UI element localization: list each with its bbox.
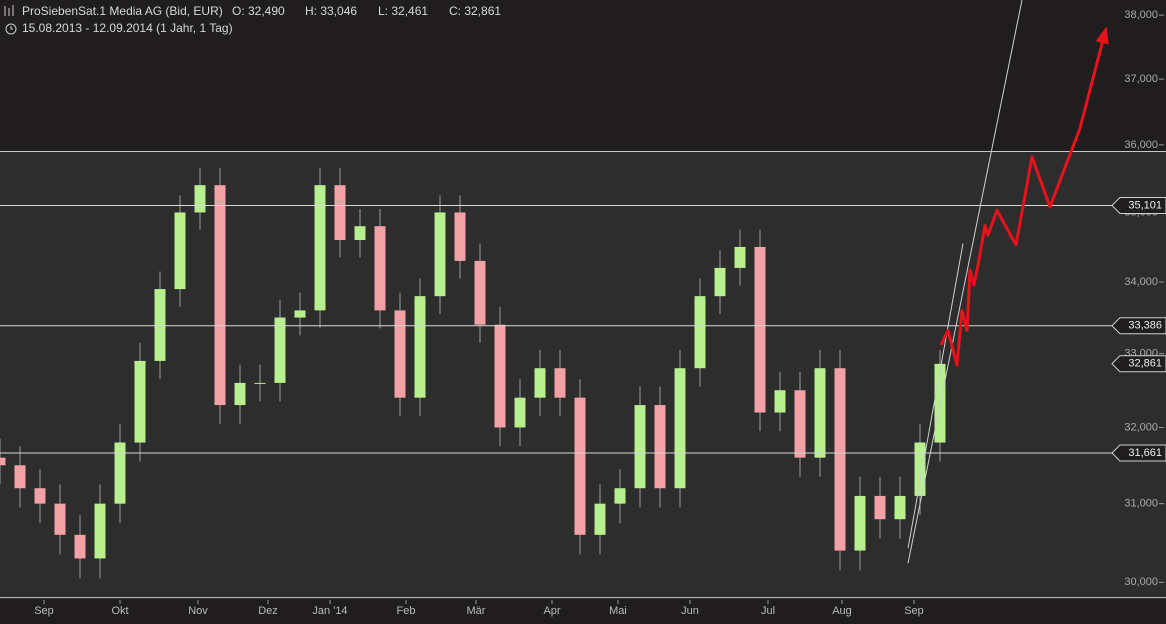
candle-body	[614, 488, 626, 504]
candle-body	[414, 296, 426, 398]
candle-body	[294, 310, 306, 318]
x-tick-label: Jan '14	[312, 605, 347, 617]
candle-body	[814, 368, 826, 458]
candle-body	[534, 368, 546, 398]
last-price-label: 32,861	[1128, 358, 1162, 370]
x-tick-label: Sep	[34, 605, 54, 617]
candle-body	[694, 296, 706, 369]
forecast-arrowhead	[1095, 26, 1109, 45]
candle-body	[914, 442, 926, 496]
candle-body	[894, 495, 906, 520]
candle-body	[174, 212, 186, 290]
y-tick-label: 37,000	[1124, 73, 1158, 85]
x-tick-label: Okt	[111, 605, 128, 617]
candle-body	[834, 368, 846, 551]
level-label: 35,101	[1128, 199, 1162, 211]
candle-body	[0, 457, 6, 466]
level-box	[1111, 444, 1166, 462]
candle-body	[274, 317, 286, 383]
chart-subtitle: 15.08.2013 - 12.09.2014 (1 Jahr, 1 Tag)	[22, 21, 233, 35]
candle-body	[34, 488, 46, 504]
candle-body	[474, 260, 486, 325]
candle-body	[674, 368, 686, 489]
clock-hand	[10, 26, 13, 30]
chart-title: ProSiebenSat.1 Media AG (Bid, EUR)	[22, 4, 223, 18]
x-tick-label: Mär	[467, 605, 486, 617]
candle-body	[714, 267, 726, 297]
channel-line	[907, 0, 1023, 564]
candle-body	[154, 289, 166, 361]
candle-body	[314, 185, 326, 311]
candle-body	[634, 405, 646, 489]
candle-body	[114, 442, 126, 504]
y-tick-label: 34,000	[1124, 276, 1158, 288]
candle-body	[94, 503, 106, 559]
candle-body	[554, 368, 566, 398]
candle-body	[214, 185, 226, 406]
x-tick-label: Jun	[681, 605, 699, 617]
quote-open: O: 32,490	[232, 4, 285, 18]
quote-high: H: 33,046	[305, 4, 357, 18]
candle-body	[854, 495, 866, 551]
candle-body	[494, 324, 506, 428]
level-box	[1111, 317, 1166, 335]
candle-body	[254, 382, 266, 384]
candle-body	[134, 360, 146, 443]
candle-body	[234, 382, 246, 406]
candle-body	[434, 212, 446, 297]
y-tick-label: 36,000	[1124, 139, 1158, 151]
x-tick-label: Dez	[258, 605, 278, 617]
candle-body	[514, 397, 526, 428]
x-tick-label: Sep	[904, 605, 924, 617]
icons	[4, 5, 17, 35]
candle-body	[334, 185, 346, 241]
quote-close: C: 32,861	[449, 4, 501, 18]
x-tick-label: Feb	[397, 605, 416, 617]
x-tick-label: Nov	[188, 605, 208, 617]
candle-body	[374, 226, 386, 311]
candle-body	[734, 246, 746, 268]
forecast-path	[939, 31, 1107, 367]
x-tick-label: Jul	[761, 605, 775, 617]
x-tick-label: Mai	[609, 605, 627, 617]
candle-body	[574, 397, 586, 535]
chart-icon	[4, 5, 14, 16]
candle-body	[74, 534, 86, 559]
candle-body	[874, 495, 886, 520]
candle-body	[194, 185, 206, 213]
candle-body	[54, 503, 66, 535]
y-tick-label: 31,000	[1124, 498, 1158, 510]
candle-body	[594, 503, 606, 535]
candle-body	[654, 405, 666, 489]
y-tick-label: 30,000	[1124, 576, 1158, 588]
y-tick-label: 32,000	[1124, 421, 1158, 433]
last-price-box	[1111, 355, 1166, 373]
candle-body	[774, 390, 786, 413]
candle-body	[354, 226, 366, 241]
channel-line	[907, 243, 964, 549]
y-tick-label: 38,000	[1124, 9, 1158, 21]
candle-body	[754, 246, 766, 413]
candle-body	[394, 310, 406, 398]
x-tick-label: Apr	[543, 605, 560, 617]
quote-low: L: 32,461	[378, 4, 428, 18]
candle-body	[454, 212, 466, 261]
level-box	[1111, 197, 1166, 215]
x-tick-label: Aug	[832, 605, 852, 617]
clock-icon	[5, 23, 17, 35]
candle-body	[794, 390, 806, 458]
level-label: 31,661	[1128, 447, 1162, 459]
candle-body	[14, 465, 26, 489]
level-label: 33,386	[1128, 320, 1162, 332]
